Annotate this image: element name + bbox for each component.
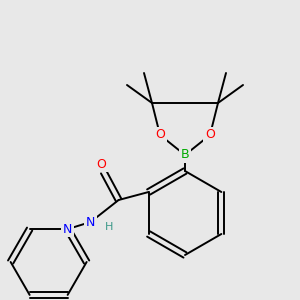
Text: O: O [205,128,215,142]
Text: N: N [86,215,95,229]
Text: H: H [104,222,113,232]
Text: B: B [181,148,189,161]
Text: O: O [97,158,106,170]
Text: O: O [155,128,165,142]
Text: N: N [63,223,72,236]
